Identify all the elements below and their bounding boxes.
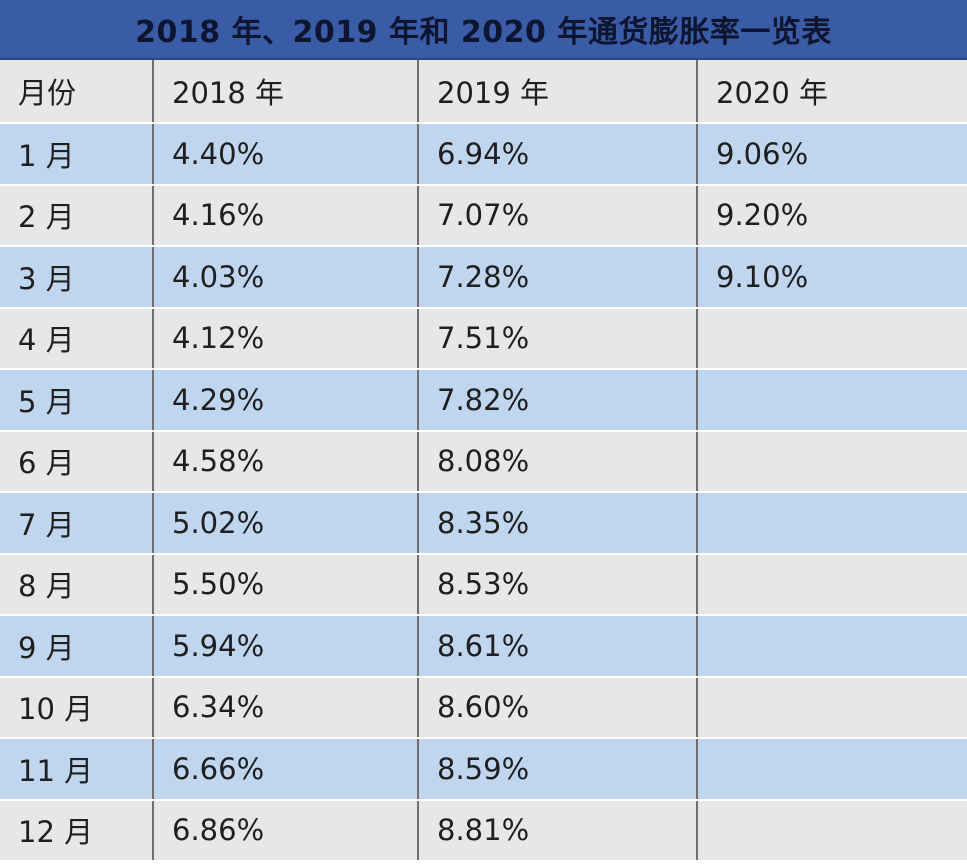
table-row: 6 月 4.58% 8.08% bbox=[0, 430, 967, 493]
month-cell: 1 月 bbox=[0, 123, 154, 186]
value-2018-cell: 5.94% bbox=[153, 615, 419, 678]
value-2018-cell: 4.40% bbox=[153, 123, 419, 186]
value-2020-cell bbox=[697, 738, 967, 801]
value-2019-cell: 8.35% bbox=[418, 492, 698, 555]
month-cell: 4 月 bbox=[0, 307, 154, 370]
header-row: 月份 2018 年 2019 年 2020 年 bbox=[0, 60, 967, 124]
header-2019: 2019 年 bbox=[418, 60, 698, 124]
table-row: 5 月 4.29% 7.82% bbox=[0, 369, 967, 432]
table-row: 7 月 5.02% 8.35% bbox=[0, 492, 967, 555]
value-2019-cell: 8.81% bbox=[418, 799, 698, 862]
month-cell: 6 月 bbox=[0, 430, 154, 493]
header-month: 月份 bbox=[0, 60, 154, 124]
value-2019-cell: 7.51% bbox=[418, 307, 698, 370]
month-cell: 8 月 bbox=[0, 553, 154, 616]
value-2018-cell: 4.03% bbox=[153, 246, 419, 309]
value-2018-cell: 4.16% bbox=[153, 184, 419, 247]
table-row: 10 月 6.34% 8.60% bbox=[0, 676, 967, 739]
value-2020-cell bbox=[697, 799, 967, 862]
month-cell: 12 月 bbox=[0, 799, 154, 862]
value-2019-cell: 7.07% bbox=[418, 184, 698, 247]
value-2018-cell: 6.66% bbox=[153, 738, 419, 801]
table-row: 1 月 4.40% 6.94% 9.06% bbox=[0, 123, 967, 186]
table-row: 4 月 4.12% 7.51% bbox=[0, 307, 967, 370]
value-2019-cell: 7.28% bbox=[418, 246, 698, 309]
header-2020: 2020 年 bbox=[697, 60, 967, 124]
value-2018-cell: 4.12% bbox=[153, 307, 419, 370]
value-2019-cell: 7.82% bbox=[418, 369, 698, 432]
header-2018: 2018 年 bbox=[153, 60, 419, 124]
month-cell: 11 月 bbox=[0, 738, 154, 801]
value-2019-cell: 8.59% bbox=[418, 738, 698, 801]
value-2019-cell: 8.60% bbox=[418, 676, 698, 739]
value-2020-cell bbox=[697, 492, 967, 555]
value-2020-cell: 9.10% bbox=[697, 246, 967, 309]
value-2018-cell: 4.58% bbox=[153, 430, 419, 493]
value-2019-cell: 6.94% bbox=[418, 123, 698, 186]
month-cell: 5 月 bbox=[0, 369, 154, 432]
value-2018-cell: 5.02% bbox=[153, 492, 419, 555]
value-2019-cell: 8.08% bbox=[418, 430, 698, 493]
value-2020-cell: 9.06% bbox=[697, 123, 967, 186]
table-row: 9 月 5.94% 8.61% bbox=[0, 615, 967, 678]
value-2020-cell bbox=[697, 676, 967, 739]
table-title: 2018 年、2019 年和 2020 年通货膨胀率一览表 bbox=[0, 0, 967, 60]
table-row: 8 月 5.50% 8.53% bbox=[0, 553, 967, 616]
table-row: 2 月 4.16% 7.07% 9.20% bbox=[0, 184, 967, 247]
value-2020-cell bbox=[697, 307, 967, 370]
value-2018-cell: 6.34% bbox=[153, 676, 419, 739]
value-2018-cell: 6.86% bbox=[153, 799, 419, 862]
value-2020-cell bbox=[697, 615, 967, 678]
month-cell: 10 月 bbox=[0, 676, 154, 739]
value-2020-cell bbox=[697, 430, 967, 493]
value-2020-cell bbox=[697, 369, 967, 432]
month-cell: 2 月 bbox=[0, 184, 154, 247]
month-cell: 7 月 bbox=[0, 492, 154, 555]
value-2018-cell: 5.50% bbox=[153, 553, 419, 616]
table-row: 3 月 4.03% 7.28% 9.10% bbox=[0, 246, 967, 309]
value-2018-cell: 4.29% bbox=[153, 369, 419, 432]
table-row: 11 月 6.66% 8.59% bbox=[0, 738, 967, 801]
value-2020-cell bbox=[697, 553, 967, 616]
month-cell: 3 月 bbox=[0, 246, 154, 309]
table-row: 12 月 6.86% 8.81% bbox=[0, 799, 967, 862]
value-2020-cell: 9.20% bbox=[697, 184, 967, 247]
value-2019-cell: 8.61% bbox=[418, 615, 698, 678]
month-cell: 9 月 bbox=[0, 615, 154, 678]
inflation-table: 月份 2018 年 2019 年 2020 年 1 月 4.40% 6.94% 9.0… bbox=[0, 60, 967, 862]
value-2019-cell: 8.53% bbox=[418, 553, 698, 616]
